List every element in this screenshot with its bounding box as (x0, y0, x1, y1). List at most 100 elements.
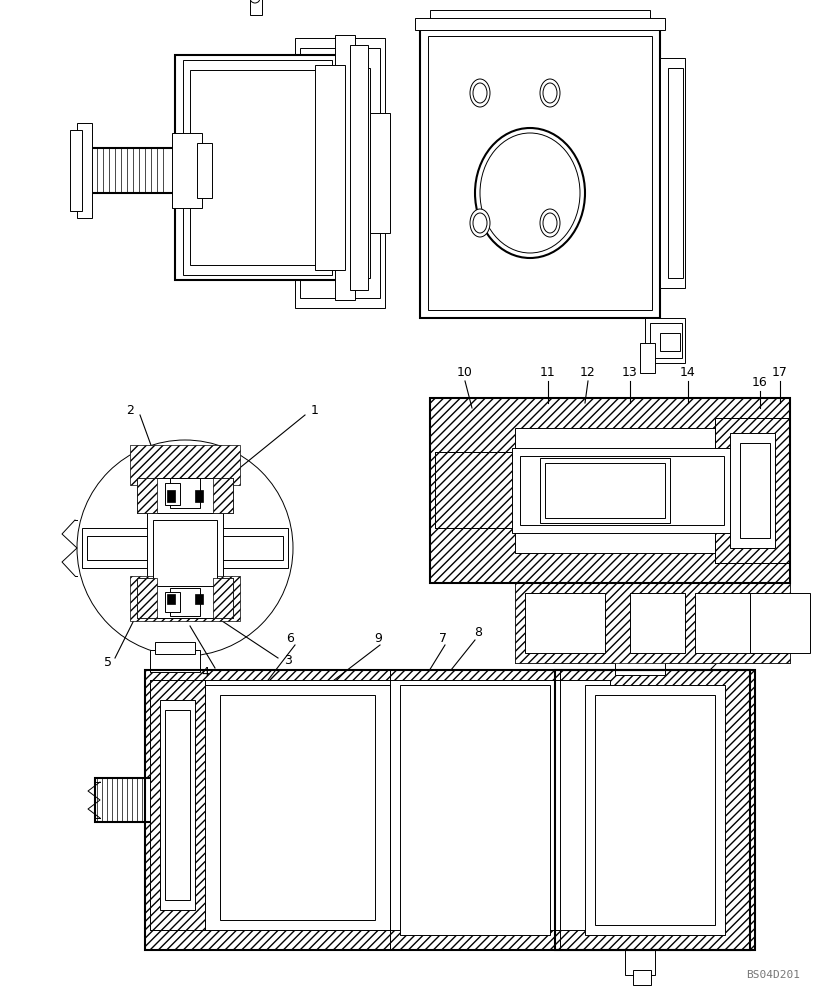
Text: 10: 10 (457, 366, 472, 379)
Bar (390, 670, 559, 950)
Ellipse shape (475, 128, 585, 258)
Bar (294, 38, 385, 308)
Ellipse shape (470, 209, 490, 237)
Bar (370, 113, 390, 233)
Bar (639, 343, 654, 373)
Bar (165, 592, 179, 612)
Bar (153, 520, 217, 586)
Bar (165, 483, 179, 505)
Bar (155, 642, 195, 654)
Circle shape (643, 788, 667, 812)
Bar (150, 680, 205, 930)
Bar (624, 950, 654, 975)
Bar (172, 133, 202, 208)
Bar (399, 685, 549, 935)
Bar (170, 478, 200, 508)
Bar (70, 130, 82, 211)
Ellipse shape (480, 133, 579, 253)
Text: BS04D201: BS04D201 (745, 970, 799, 980)
Bar (309, 68, 370, 278)
Bar (183, 60, 332, 275)
Text: 14: 14 (679, 366, 695, 379)
Bar (419, 28, 659, 318)
Bar (170, 588, 200, 616)
Bar (136, 578, 232, 618)
Text: 4: 4 (201, 666, 208, 680)
Bar (174, 55, 340, 280)
Bar (213, 578, 232, 618)
Bar (150, 680, 205, 930)
Text: 16: 16 (751, 376, 767, 389)
Bar (160, 700, 195, 910)
Bar (544, 463, 664, 518)
Bar (284, 113, 304, 233)
Bar (514, 583, 789, 663)
Bar (694, 593, 749, 653)
Bar (220, 695, 375, 920)
Text: 17: 17 (771, 366, 787, 379)
Text: 11: 11 (539, 366, 555, 379)
Bar (514, 428, 715, 553)
Bar (609, 745, 699, 855)
Bar (605, 740, 704, 860)
Ellipse shape (543, 213, 557, 233)
Ellipse shape (539, 209, 559, 237)
Bar (145, 670, 754, 950)
Bar (539, 458, 669, 523)
Bar (659, 333, 679, 351)
Text: 5: 5 (104, 656, 112, 670)
Bar (189, 70, 325, 265)
Bar (511, 448, 731, 533)
Bar (200, 680, 609, 930)
Bar (667, 68, 682, 278)
Bar (739, 443, 769, 538)
Bar (519, 456, 723, 525)
Bar (165, 710, 189, 900)
Bar (77, 123, 92, 218)
Bar (95, 778, 155, 822)
Bar (729, 433, 774, 548)
Bar (167, 490, 174, 502)
Bar (414, 18, 664, 30)
Bar (82, 148, 177, 193)
Bar (205, 685, 390, 930)
Bar (213, 478, 232, 513)
Bar (649, 323, 681, 358)
Bar (147, 513, 222, 593)
Bar (130, 445, 240, 485)
Text: 7: 7 (438, 632, 447, 645)
Bar (205, 685, 390, 930)
Bar (428, 36, 651, 310)
Bar (390, 670, 559, 950)
Bar (434, 452, 514, 528)
Bar (614, 655, 664, 675)
Text: 3: 3 (284, 654, 292, 666)
Bar (299, 48, 380, 298)
Circle shape (77, 440, 293, 656)
Bar (429, 10, 649, 30)
Bar (514, 583, 789, 663)
Bar (136, 478, 157, 513)
Bar (659, 58, 684, 288)
Bar (595, 695, 715, 925)
Bar (136, 478, 232, 513)
Ellipse shape (472, 83, 486, 103)
Text: 9: 9 (374, 632, 381, 645)
Bar (145, 670, 754, 950)
Text: 13: 13 (621, 366, 637, 379)
Text: 6: 6 (285, 632, 294, 645)
Bar (429, 398, 789, 583)
Text: 1: 1 (311, 403, 318, 416)
Circle shape (632, 778, 676, 822)
Bar (167, 594, 174, 604)
Bar (250, 0, 261, 15)
Bar (554, 670, 749, 950)
Bar (715, 418, 789, 563)
Bar (335, 35, 355, 300)
Circle shape (250, 0, 260, 3)
Bar (429, 398, 789, 583)
Bar (314, 65, 345, 270)
Text: 2: 2 (126, 403, 134, 416)
Bar (644, 318, 684, 363)
Bar (195, 594, 203, 604)
